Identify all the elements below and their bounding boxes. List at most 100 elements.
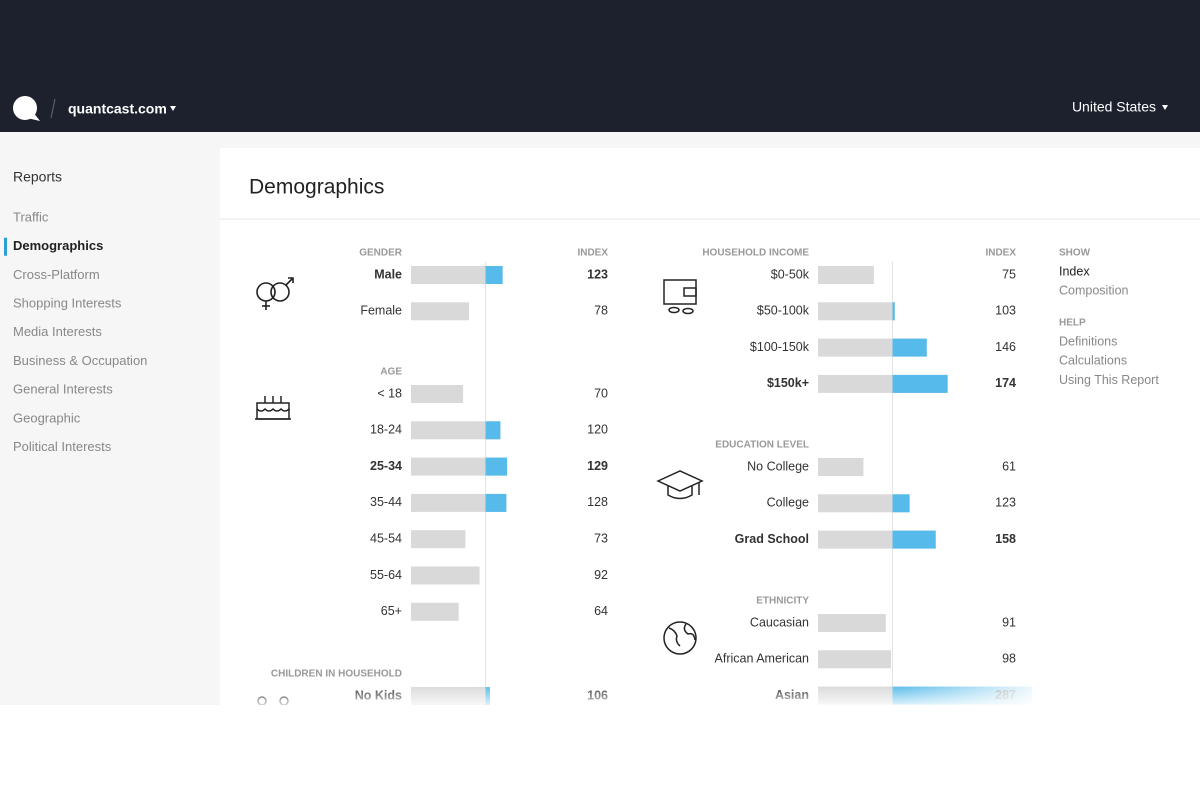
index-value: 158 (995, 532, 1016, 546)
index-header: INDEX (985, 248, 1016, 259)
fade (220, 685, 1200, 705)
row-label: College (767, 496, 809, 510)
index-bar-excess (892, 338, 927, 357)
row-label: Female (360, 304, 402, 318)
panel-link[interactable]: Calculations (1059, 354, 1127, 368)
index-value: 73 (594, 531, 608, 545)
sidebar-item[interactable]: Geographic (13, 410, 81, 425)
row-label: $150k+ (767, 376, 809, 390)
index-bar (818, 302, 895, 321)
row-label: 45-54 (370, 531, 402, 545)
index-value: 120 (587, 423, 608, 437)
top-bar (0, 0, 1200, 132)
row-label: No College (747, 459, 809, 473)
index-header: INDEX (577, 248, 608, 259)
index-bar-excess (485, 457, 508, 476)
page-title: Demographics (249, 176, 384, 199)
index-bar (818, 266, 874, 284)
sidebar-item[interactable]: Shopping Interests (13, 296, 122, 311)
globe-icon (663, 621, 697, 655)
sidebar-item[interactable]: Demographics (13, 238, 103, 253)
row-label: 55-64 (370, 568, 402, 582)
row-label: Male (374, 267, 402, 281)
section-header: AGE (380, 367, 402, 378)
sidebar-item[interactable]: Cross-Platform (13, 267, 100, 282)
row-label: Grad School (735, 532, 809, 546)
index-bar (411, 385, 464, 403)
index-bar-excess (485, 493, 507, 512)
section-header: HOUSEHOLD INCOME (702, 248, 809, 259)
index-value: 123 (587, 267, 608, 281)
gender-icon (256, 277, 294, 310)
index-value: 78 (594, 304, 608, 318)
dropdown-arrow[interactable] (1162, 105, 1168, 110)
index-value: 70 (594, 386, 608, 400)
row-label: 18-24 (370, 423, 402, 437)
country-selector[interactable]: United States (1072, 99, 1156, 115)
row-label: 25-34 (370, 459, 402, 473)
index-value: 123 (995, 496, 1016, 510)
index-value: 103 (995, 304, 1016, 318)
index-bar (818, 650, 892, 669)
index-bar-excess (892, 302, 895, 321)
index-bar (411, 266, 503, 284)
index-bar-excess (892, 530, 936, 549)
section-header: ETHNICITY (756, 596, 809, 607)
separator (50, 98, 56, 119)
index-bar (411, 566, 480, 585)
index-bar (818, 494, 910, 513)
index-value: 61 (1002, 459, 1016, 473)
index-value: 174 (995, 376, 1016, 390)
panel-link[interactable]: Composition (1059, 284, 1129, 298)
index-value: 91 (1002, 615, 1016, 629)
row-label: Caucasian (750, 615, 809, 629)
dropdown-arrow[interactable] (170, 106, 176, 111)
index-bar (818, 458, 864, 476)
row-label: $50-100k (757, 304, 810, 318)
index-bar-excess (892, 494, 910, 513)
row-label: $0-50k (771, 267, 810, 281)
panel-link[interactable]: Index (1059, 264, 1090, 278)
index-bar (411, 493, 507, 512)
sidebar-item[interactable]: Media Interests (13, 324, 102, 339)
row-label: $100-150k (750, 340, 810, 354)
section-header: CHILDREN IN HOUSEHOLD (271, 669, 402, 680)
index-value: 128 (587, 495, 608, 509)
panel (220, 148, 1200, 705)
panel-link[interactable]: Definitions (1059, 334, 1117, 348)
index-bar (411, 302, 470, 321)
section-header: GENDER (359, 248, 403, 259)
index-bar (411, 457, 508, 476)
index-bar-excess (892, 374, 948, 393)
index-bar-excess (485, 266, 503, 284)
row-label: 65+ (381, 604, 402, 618)
row-label: 35-44 (370, 495, 402, 509)
index-bar-excess (485, 421, 501, 440)
row-label: African American (715, 652, 810, 666)
panel-link[interactable]: Using This Report (1059, 373, 1159, 387)
index-bar (411, 602, 459, 621)
index-bar (411, 530, 466, 549)
index-value: 92 (594, 568, 608, 582)
sidebar-item[interactable]: Business & Occupation (13, 353, 147, 368)
cake-icon (255, 396, 291, 420)
index-value: 129 (587, 459, 608, 473)
wallet-icon (663, 279, 697, 315)
index-value: 98 (1002, 652, 1016, 666)
section-header: EDUCATION LEVEL (715, 440, 809, 451)
site-name[interactable]: quantcast.com (68, 101, 167, 117)
sidebar-item[interactable]: Traffic (13, 209, 49, 224)
sidebar-title: Reports (13, 169, 62, 185)
index-bar (818, 614, 886, 632)
index-value: 75 (1002, 267, 1016, 281)
index-value: 146 (995, 340, 1016, 354)
sidebar-item[interactable]: General Interests (13, 382, 113, 397)
panel-header: SHOW (1059, 248, 1091, 259)
sidebar-item[interactable]: Political Interests (13, 439, 112, 454)
row-label: < 18 (377, 386, 402, 400)
graduation-icon (656, 470, 704, 500)
active-indicator (4, 237, 7, 256)
logo (13, 96, 40, 121)
index-bar (411, 421, 501, 440)
